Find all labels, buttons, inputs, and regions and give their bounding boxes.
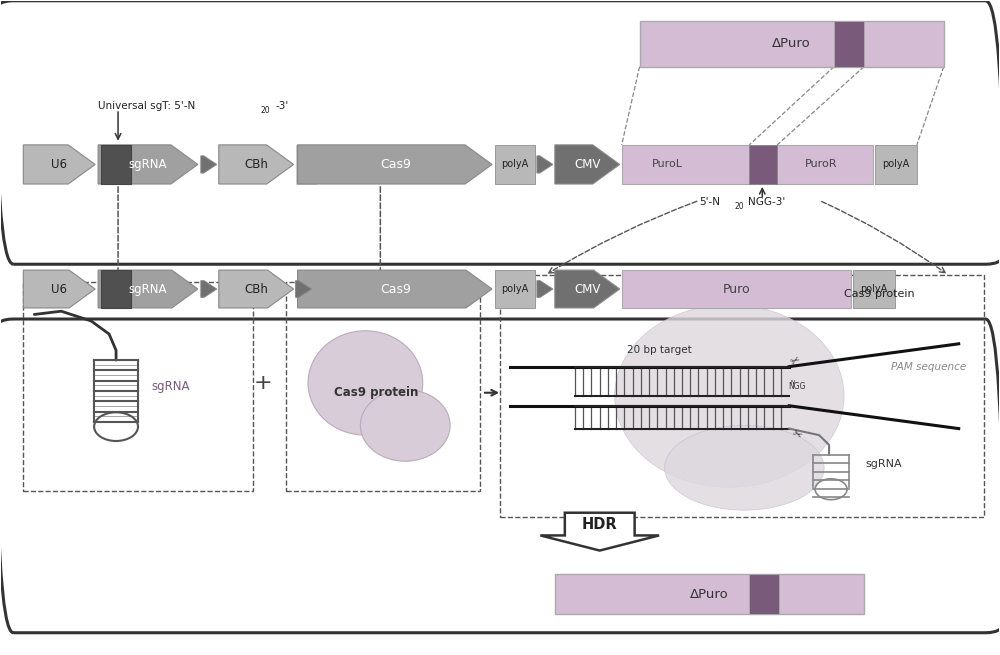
Text: +: + xyxy=(253,373,272,393)
Bar xyxy=(500,275,984,517)
Bar xyxy=(495,145,535,184)
Polygon shape xyxy=(540,513,659,551)
Text: CMV: CMV xyxy=(575,282,601,295)
Polygon shape xyxy=(201,156,217,173)
Text: 5'-N: 5'-N xyxy=(699,196,720,206)
Text: CBh: CBh xyxy=(245,282,269,295)
Ellipse shape xyxy=(665,425,824,510)
Text: -3': -3' xyxy=(276,101,289,111)
Polygon shape xyxy=(98,270,198,308)
Text: ΔPuro: ΔPuro xyxy=(772,37,811,50)
Text: CBh: CBh xyxy=(245,158,269,171)
Polygon shape xyxy=(23,270,95,308)
Text: Puro: Puro xyxy=(723,282,750,295)
Text: PuroR: PuroR xyxy=(805,159,837,170)
Bar xyxy=(875,145,917,184)
Text: PAM sequence: PAM sequence xyxy=(891,362,966,371)
Polygon shape xyxy=(537,156,553,173)
Text: NGG: NGG xyxy=(788,383,806,391)
Text: ΔPuro: ΔPuro xyxy=(690,588,729,601)
Text: U6: U6 xyxy=(51,158,67,171)
Text: N: N xyxy=(790,380,794,384)
Text: sgRNA: sgRNA xyxy=(152,380,190,393)
Bar xyxy=(101,145,131,184)
Polygon shape xyxy=(201,281,217,297)
Polygon shape xyxy=(298,270,492,308)
Text: Universal sgT: 5'-N: Universal sgT: 5'-N xyxy=(98,101,195,111)
Bar xyxy=(853,270,895,308)
Text: polyA: polyA xyxy=(501,284,529,294)
Polygon shape xyxy=(23,145,95,184)
Bar xyxy=(296,145,316,184)
Text: Cas9 protein: Cas9 protein xyxy=(334,386,419,399)
Text: Cas9: Cas9 xyxy=(380,158,411,171)
Bar xyxy=(101,270,131,308)
Bar xyxy=(286,282,480,491)
Bar xyxy=(640,21,944,67)
Bar xyxy=(775,145,873,184)
Ellipse shape xyxy=(615,305,844,487)
Bar xyxy=(495,270,535,308)
Text: 20 bp target: 20 bp target xyxy=(627,345,692,355)
Text: HDR: HDR xyxy=(582,517,618,532)
Text: polyA: polyA xyxy=(860,284,888,294)
Text: sgRNA: sgRNA xyxy=(129,282,167,295)
Text: ✂: ✂ xyxy=(790,355,803,368)
Polygon shape xyxy=(555,270,620,308)
Text: ✂: ✂ xyxy=(790,428,803,441)
Bar xyxy=(834,21,864,67)
Ellipse shape xyxy=(360,390,450,461)
Polygon shape xyxy=(298,145,492,184)
Bar xyxy=(23,282,253,491)
Text: 20: 20 xyxy=(261,107,270,115)
Bar xyxy=(622,145,751,184)
Text: U6: U6 xyxy=(51,282,67,295)
Text: PuroL: PuroL xyxy=(652,159,683,170)
Bar xyxy=(555,574,864,614)
Ellipse shape xyxy=(308,331,423,435)
Polygon shape xyxy=(537,281,553,297)
Polygon shape xyxy=(98,145,198,184)
Text: Cas9 protein: Cas9 protein xyxy=(844,289,914,299)
Text: polyA: polyA xyxy=(501,159,529,170)
Bar xyxy=(749,574,779,614)
Text: NGG-3': NGG-3' xyxy=(748,196,786,206)
Polygon shape xyxy=(555,145,620,184)
Polygon shape xyxy=(219,270,294,308)
Polygon shape xyxy=(219,145,294,184)
Bar xyxy=(749,145,777,184)
Text: CMV: CMV xyxy=(575,158,601,171)
Text: polyA: polyA xyxy=(882,159,910,170)
Text: sgRNA: sgRNA xyxy=(866,459,902,470)
Text: 20: 20 xyxy=(734,202,744,212)
Bar xyxy=(622,270,851,308)
Text: sgRNA: sgRNA xyxy=(129,158,167,171)
Polygon shape xyxy=(296,281,312,297)
Text: Cas9: Cas9 xyxy=(380,282,411,295)
